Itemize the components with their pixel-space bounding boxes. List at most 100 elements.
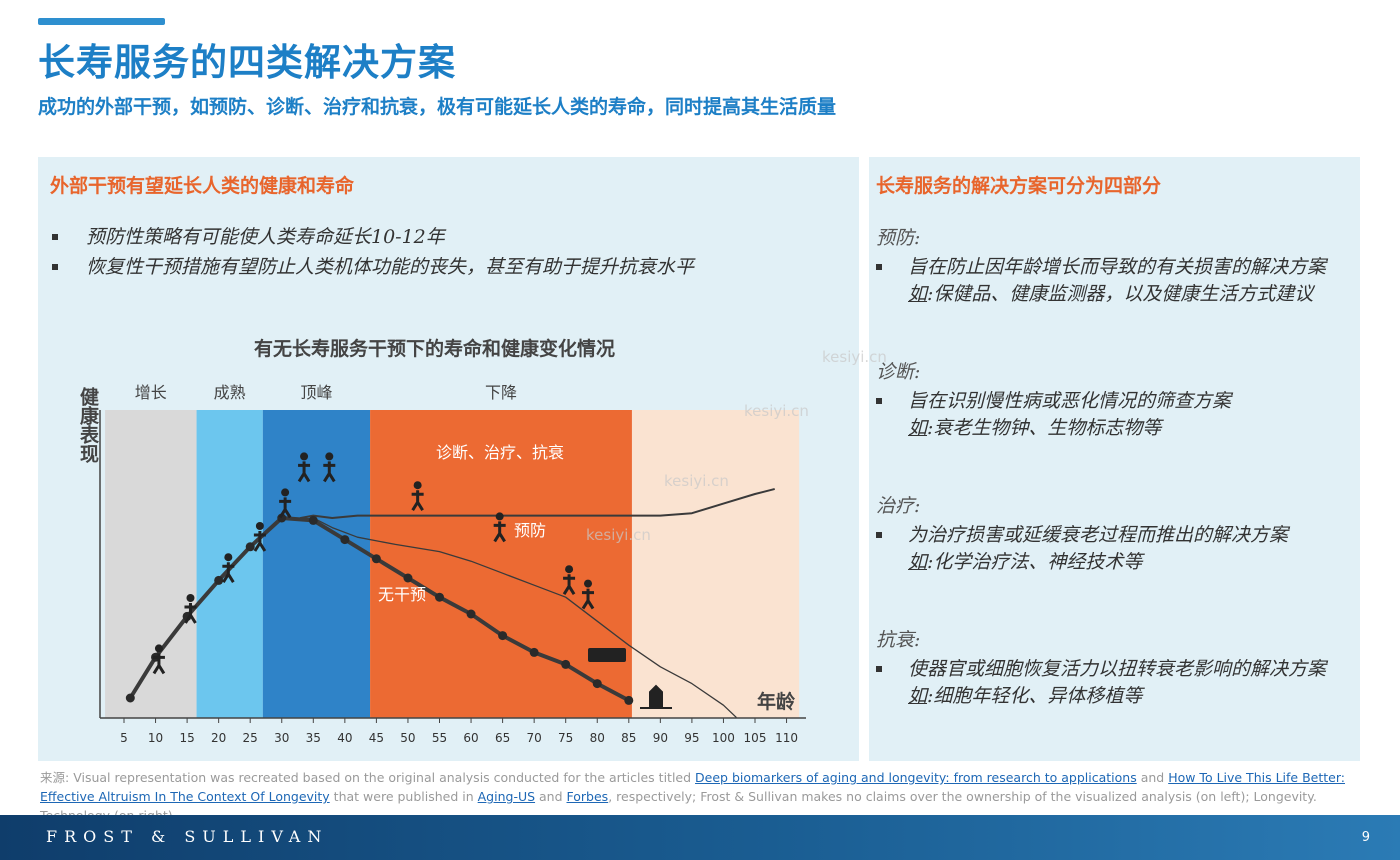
- right-panel: 长寿服务的解决方案可分为四部分 预防: 旨在防止因年龄增长而导致的有关损害的解决…: [869, 157, 1360, 761]
- x-tick-label: 105: [744, 731, 767, 745]
- grave-icon: [640, 684, 672, 709]
- x-tick-label: 45: [369, 731, 384, 745]
- section-example: 如:衰老生物钟、生物标志物等: [876, 415, 1231, 442]
- person-icon: [184, 594, 197, 624]
- series-annotation: 预防: [514, 521, 546, 540]
- phase-band: [631, 410, 800, 718]
- person-icon: [581, 579, 595, 610]
- watermark: kesiyi.cn: [744, 402, 809, 420]
- x-tick-label: 25: [243, 731, 258, 745]
- left-panel-heading: 外部干预有望延长人类的健康和寿命: [50, 175, 355, 197]
- x-tick-label: 95: [684, 731, 699, 745]
- data-point: [245, 542, 255, 552]
- data-point: [435, 592, 444, 602]
- x-tick-label: 10: [148, 731, 163, 745]
- watermark: kesiyi.cn: [664, 472, 729, 490]
- source-link-forbes[interactable]: Forbes: [566, 789, 609, 804]
- data-point: [308, 515, 318, 525]
- phase-label: 增长: [135, 383, 167, 402]
- brand-logo: FROST & SULLIVAN: [46, 827, 329, 846]
- person-icon: [222, 553, 235, 583]
- source-text: and: [535, 789, 567, 804]
- data-point: [214, 575, 224, 585]
- phase-label: 下降: [485, 383, 517, 402]
- person-icon: [493, 512, 506, 543]
- data-point: [529, 647, 539, 657]
- phase-band: [262, 410, 371, 718]
- series-line: [299, 488, 775, 519]
- phase-band: [105, 410, 197, 718]
- x-tick-label: 75: [558, 731, 573, 745]
- data-point: [125, 693, 135, 703]
- section-prevention: 预防: 旨在防止因年龄增长而导致的有关损害的解决方案 如:保健品、健康监测器，以…: [876, 223, 1326, 308]
- section-example: 如:细胞年轻化、异体移植等: [876, 683, 1326, 710]
- person-icon: [297, 452, 311, 483]
- x-tick-label: 70: [527, 731, 542, 745]
- data-point: [498, 631, 508, 641]
- section-title: 治疗:: [876, 495, 921, 517]
- section-desc: 旨在防止因年龄增长而导致的有关损害的解决方案: [876, 254, 1326, 281]
- example-text: :保健品、健康监测器，以及健康生活方式建议: [927, 283, 1314, 305]
- x-tick-label: 5: [120, 731, 128, 745]
- person-icon: [152, 644, 166, 675]
- example-text: :化学治疗法、神经技术等: [927, 551, 1143, 573]
- phase-band: [370, 410, 632, 718]
- x-tick-label: 90: [653, 731, 668, 745]
- source-text: and: [1136, 770, 1169, 785]
- example-text: :细胞年轻化、异体移植等: [927, 685, 1143, 707]
- section-desc: 旨在识别慢性病或恶化情况的筛查方案: [876, 388, 1231, 415]
- x-tick-label: 15: [179, 731, 194, 745]
- left-bullet-list: 预防性策略有可能使人类寿命延长10-12年 恢复性干预措施有望防止人类机体功能的…: [52, 223, 694, 283]
- bed-icon: [588, 648, 626, 662]
- chart-title: 有无长寿服务干预下的寿命和健康变化情况: [254, 338, 616, 360]
- x-tick-label: 60: [463, 731, 478, 745]
- phase-label: 成熟: [214, 383, 246, 402]
- title-accent-bar: [38, 18, 165, 25]
- example-text: :衰老生物钟、生物标志物等: [927, 417, 1162, 439]
- y-axis-label: 健康表现: [77, 386, 99, 464]
- data-point: [371, 554, 381, 564]
- section-treatment: 治疗: 为治疗损害或延缓衰老过程而推出的解决方案 如:化学治疗法、神经技术等: [876, 491, 1288, 576]
- data-point: [466, 609, 476, 619]
- bullet-item: 恢复性干预措施有望防止人类机体功能的丧失，甚至有助于提升抗衰水平: [52, 253, 694, 283]
- example-label: 如: [908, 283, 928, 305]
- x-tick-label: 20: [211, 731, 226, 745]
- source-link-effective-altruism[interactable]: How To Live This Life Better: Effective …: [40, 770, 1345, 804]
- person-icon: [562, 565, 576, 595]
- page-number: 9: [1361, 830, 1370, 845]
- x-tick-label: 85: [621, 731, 636, 745]
- series-annotation: 诊断、治疗、抗衰: [436, 443, 564, 462]
- x-axis-label: 年龄: [757, 690, 796, 713]
- example-label: 如: [908, 417, 928, 439]
- data-point: [592, 679, 602, 689]
- source-link-aging-us[interactable]: Aging-US: [477, 789, 536, 804]
- example-label: 如: [908, 685, 928, 707]
- x-tick-label: 30: [274, 731, 289, 745]
- section-anti-aging: 抗衰: 使器官或细胞恢复活力以扭转衰老影响的解决方案 如:细胞年轻化、异体移植等: [876, 625, 1326, 710]
- section-desc: 使器官或细胞恢复活力以扭转衰老影响的解决方案: [876, 656, 1326, 683]
- section-title: 预防:: [876, 227, 921, 249]
- data-point: [561, 659, 571, 669]
- series-line: [312, 517, 737, 718]
- x-tick-label: 100: [712, 731, 735, 745]
- x-tick-label: 35: [306, 731, 321, 745]
- section-title: 诊断:: [876, 361, 921, 383]
- bullet-item: 预防性策略有可能使人类寿命延长10-12年: [52, 223, 694, 253]
- x-tick-label: 110: [775, 731, 798, 745]
- person-icon: [253, 522, 267, 552]
- watermark: kesiyi.cn: [822, 348, 887, 366]
- footer-bar: FROST & SULLIVAN 9: [0, 815, 1400, 860]
- example-label: 如: [908, 551, 928, 573]
- data-point: [624, 695, 634, 705]
- section-diagnosis: 诊断: 旨在识别慢性病或恶化情况的筛查方案 如:衰老生物钟、生物标志物等: [876, 357, 1231, 442]
- section-desc: 为治疗损害或延缓衰老过程而推出的解决方案: [876, 522, 1288, 549]
- phase-label: 顶峰: [300, 383, 332, 402]
- source-label: 来源:: [40, 770, 70, 785]
- person-icon: [278, 488, 292, 519]
- source-link-deep-biomarkers[interactable]: Deep biomarkers of aging and longevity: …: [695, 770, 1137, 785]
- person-icon: [323, 452, 336, 483]
- section-example: 如:保健品、健康监测器，以及健康生活方式建议: [876, 281, 1326, 308]
- data-point: [403, 573, 413, 583]
- series-annotation: 无干预: [378, 585, 426, 604]
